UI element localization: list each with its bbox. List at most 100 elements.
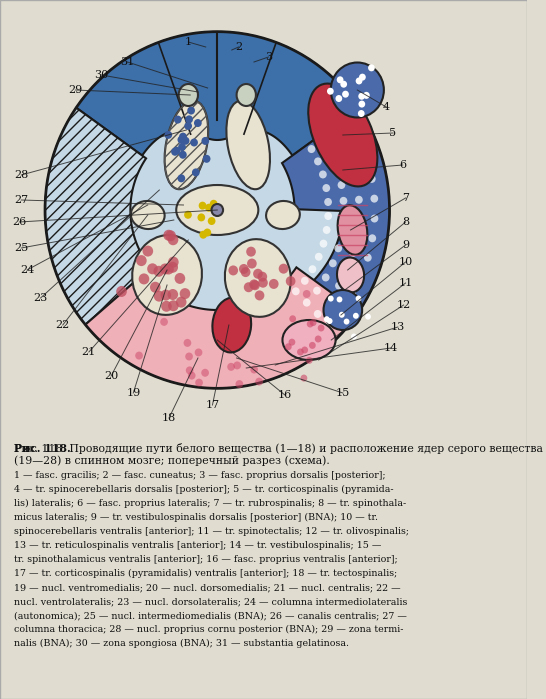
Circle shape	[192, 168, 200, 176]
Circle shape	[185, 115, 193, 123]
Text: 10: 10	[399, 257, 413, 267]
Circle shape	[313, 287, 321, 295]
Circle shape	[179, 151, 187, 159]
Circle shape	[355, 296, 361, 301]
Circle shape	[188, 372, 195, 380]
Ellipse shape	[176, 185, 258, 235]
Text: 20: 20	[104, 371, 118, 381]
Ellipse shape	[179, 84, 198, 106]
Text: 23: 23	[33, 293, 48, 303]
Circle shape	[184, 211, 192, 219]
Circle shape	[306, 357, 313, 364]
Circle shape	[135, 352, 143, 359]
Circle shape	[258, 278, 268, 288]
Text: 12: 12	[396, 300, 411, 310]
Text: 13 — tr. reticulospinalis ventralis [anterior]; 14 — tr. vestibulospinalis; 15 —: 13 — tr. reticulospinalis ventralis [ant…	[15, 541, 382, 550]
Circle shape	[171, 147, 179, 156]
Text: tr. spinothalamicus ventralis [anterior]; 16 — fasc. proprius ventralis [anterio: tr. spinothalamicus ventralis [anterior]…	[15, 555, 398, 564]
Text: 21: 21	[82, 347, 96, 357]
Circle shape	[339, 312, 345, 318]
Text: 5: 5	[389, 128, 396, 138]
Circle shape	[253, 269, 263, 279]
Circle shape	[205, 203, 213, 212]
Circle shape	[228, 266, 238, 275]
Ellipse shape	[324, 290, 362, 330]
Circle shape	[355, 78, 363, 85]
Text: 19: 19	[126, 388, 140, 398]
Circle shape	[150, 282, 161, 293]
Text: 31: 31	[120, 57, 135, 67]
Circle shape	[315, 253, 323, 261]
Circle shape	[355, 196, 363, 203]
Ellipse shape	[164, 101, 208, 189]
Circle shape	[324, 316, 330, 322]
Circle shape	[328, 151, 336, 159]
Circle shape	[250, 366, 258, 373]
Text: 24: 24	[20, 265, 34, 275]
Circle shape	[308, 265, 316, 273]
Circle shape	[315, 336, 322, 343]
Circle shape	[177, 174, 185, 182]
Ellipse shape	[308, 84, 377, 187]
Circle shape	[161, 289, 171, 301]
Circle shape	[227, 363, 235, 371]
Text: 4: 4	[383, 102, 390, 112]
Circle shape	[334, 128, 342, 136]
Circle shape	[139, 273, 149, 284]
Circle shape	[254, 291, 264, 301]
Circle shape	[249, 280, 259, 289]
Circle shape	[168, 289, 178, 300]
Circle shape	[327, 318, 333, 324]
Circle shape	[337, 296, 342, 303]
Circle shape	[247, 259, 257, 268]
Circle shape	[322, 273, 330, 282]
Circle shape	[256, 377, 263, 386]
Ellipse shape	[236, 84, 256, 106]
Circle shape	[342, 91, 349, 98]
Text: 7: 7	[402, 193, 409, 203]
Circle shape	[327, 88, 334, 95]
Circle shape	[175, 273, 185, 284]
Circle shape	[168, 301, 179, 311]
Circle shape	[160, 264, 170, 275]
Circle shape	[154, 291, 164, 302]
Circle shape	[199, 201, 206, 210]
Circle shape	[348, 161, 356, 168]
Circle shape	[369, 234, 376, 243]
Circle shape	[363, 156, 371, 164]
Circle shape	[340, 213, 347, 221]
Circle shape	[182, 137, 189, 145]
Circle shape	[358, 101, 365, 108]
Text: nucl. ventrolateralis; 23 — nucl. dorsolateralis; 24 — columna intermediolateral: nucl. ventrolateralis; 23 — nucl. dorsol…	[15, 597, 408, 606]
Circle shape	[324, 212, 332, 220]
Circle shape	[168, 257, 179, 268]
Circle shape	[173, 147, 180, 154]
Circle shape	[45, 32, 389, 388]
Text: 17 — tr. corticospinalis (pyramidalis) ventralis [anterior]; 18 — tr. tectospina: 17 — tr. corticospinalis (pyramidalis) v…	[15, 569, 397, 578]
Circle shape	[176, 296, 187, 308]
Circle shape	[185, 122, 192, 130]
Text: 8: 8	[402, 217, 409, 227]
Polygon shape	[282, 108, 389, 347]
Circle shape	[309, 342, 316, 349]
Circle shape	[161, 301, 172, 312]
Circle shape	[136, 255, 147, 266]
Circle shape	[334, 166, 341, 173]
Circle shape	[303, 290, 311, 298]
Circle shape	[340, 80, 347, 87]
Circle shape	[153, 266, 164, 277]
Circle shape	[239, 264, 248, 274]
Ellipse shape	[225, 239, 291, 317]
Circle shape	[235, 380, 243, 388]
Circle shape	[303, 298, 311, 307]
Circle shape	[325, 296, 333, 305]
Circle shape	[329, 259, 337, 267]
Circle shape	[195, 349, 203, 356]
Circle shape	[285, 343, 292, 350]
Circle shape	[258, 272, 267, 282]
Text: 1: 1	[185, 37, 192, 47]
Circle shape	[278, 264, 288, 274]
Circle shape	[351, 333, 357, 340]
Circle shape	[368, 175, 376, 183]
Circle shape	[321, 136, 329, 145]
